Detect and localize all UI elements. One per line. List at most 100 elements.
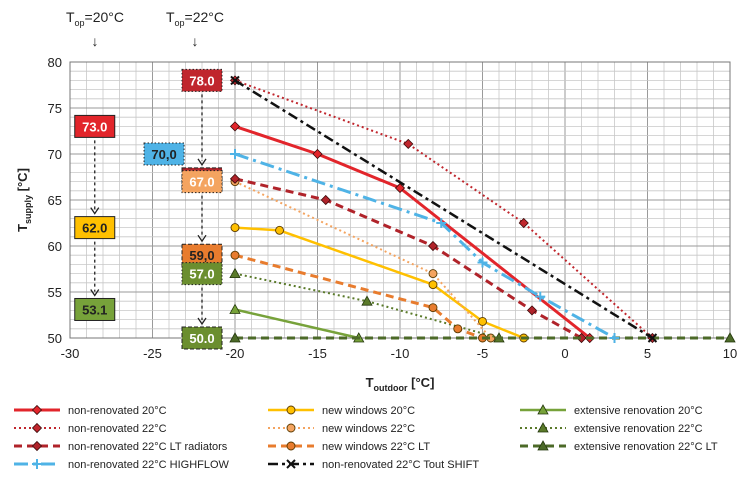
legend-label: non-renovated 22°C <box>68 423 167 435</box>
top-label-0-sub: op <box>75 18 85 28</box>
legend-item: extensive renovation 22°C <box>520 422 703 435</box>
tick-labels: -30 -25 -20 -15 -10 -5 0 5 10 50 55 60 65 70 75 80 <box>48 55 738 361</box>
series-layer <box>229 75 736 344</box>
series-1 <box>230 223 529 343</box>
diamond-marker <box>229 173 241 184</box>
y-axis-title-rest: [°C] <box>15 168 30 195</box>
diamond-marker <box>394 182 406 194</box>
plus-marker <box>230 149 240 159</box>
value-box <box>181 68 223 92</box>
triangle-marker <box>537 422 549 433</box>
top-label-0-main: T <box>66 9 75 25</box>
legend-label: non-renovated 20°C <box>68 405 167 417</box>
value-box <box>181 262 223 286</box>
y-tick-label: 80 <box>48 55 62 70</box>
legend-label: extensive renovation 20°C <box>574 405 703 417</box>
top-label-1-rest: =22°C <box>185 9 224 25</box>
value-box <box>181 170 223 194</box>
value-box <box>74 297 116 321</box>
triangle-marker <box>229 267 241 278</box>
plot-frame <box>69 61 731 339</box>
value-box <box>74 114 116 138</box>
legend: non-renovated 20°C new windows 20°C extens… <box>14 404 718 471</box>
circle-marker <box>428 269 438 279</box>
legend-item: new windows 22°C LT <box>268 441 430 453</box>
circle-marker <box>286 423 296 433</box>
y-tick-label: 65 <box>48 193 62 208</box>
annotations: 73.062.053.170,078.067.367.059,057.050.0 <box>74 68 223 350</box>
circle-marker <box>478 316 487 326</box>
arrow-head-icon <box>197 234 207 243</box>
top-label-0: Top=20°C <box>66 9 124 28</box>
circle-marker <box>230 223 240 233</box>
x-axis-title-main: T <box>366 375 374 390</box>
diamond-marker <box>526 305 538 316</box>
arrow-head-icon <box>90 207 100 215</box>
y-tick-label: 75 <box>48 101 62 116</box>
series-line <box>234 177 583 340</box>
x-tick-label: -10 <box>391 346 410 361</box>
arrow-head-icon <box>197 317 207 326</box>
x-tick-label: -15 <box>308 346 327 361</box>
x-marker <box>230 75 240 86</box>
series-line <box>234 79 654 339</box>
legend-item: non-renovated 22°C Tout SHIFT <box>268 459 479 471</box>
series-line <box>234 124 591 340</box>
diamond-marker <box>427 240 439 252</box>
value-box <box>181 243 223 267</box>
value-box <box>143 142 185 166</box>
value-box-label: 67.0 <box>189 175 214 190</box>
diamond-marker <box>518 217 529 229</box>
x-tick-label: 10 <box>723 346 737 361</box>
value-box <box>74 216 116 240</box>
diamond-marker <box>229 121 241 132</box>
value-box-label: 59,0 <box>189 248 214 263</box>
circle-marker <box>275 225 284 235</box>
legend-item: new windows 22°C <box>268 423 415 435</box>
series-6 <box>229 173 587 344</box>
diamond-marker <box>31 404 43 416</box>
diamond-marker <box>403 138 414 149</box>
circle-marker <box>428 303 438 313</box>
plus-marker <box>436 218 447 228</box>
x-tick-label: -20 <box>226 346 245 361</box>
triangle-marker <box>724 332 736 343</box>
series-line <box>234 308 360 340</box>
triangle-marker <box>537 404 549 415</box>
legend-label: new windows 20°C <box>322 405 415 417</box>
arrow-head-icon <box>90 289 100 297</box>
series-line <box>234 180 492 339</box>
top-label-0-rest: =20°C <box>85 9 124 25</box>
x-marker <box>647 333 658 343</box>
y-axis-title-main: T <box>15 224 30 232</box>
grid <box>69 61 731 339</box>
value-box-label: 53.1 <box>82 302 107 317</box>
value-box <box>181 326 223 350</box>
circle-marker <box>453 324 463 334</box>
triangle-marker <box>229 332 241 343</box>
legend-label: extensive renovation 22°C <box>574 423 703 435</box>
legend-label: extensive renovation 22°C LT <box>574 441 718 453</box>
plus-marker <box>535 291 546 302</box>
series-8 <box>229 332 736 343</box>
x-tick-label: -30 <box>61 346 80 361</box>
top-label-1-main: T <box>166 9 175 25</box>
arrow-head-icon <box>197 158 207 167</box>
legend-item: non-renovated 22°C LT radiators <box>14 440 228 453</box>
legend-item: new windows 20°C <box>268 405 415 417</box>
legend-label: non-renovated 22°C Tout SHIFT <box>322 459 479 471</box>
value-box-label: 73.0 <box>82 119 107 134</box>
legend-item: extensive renovation 22°C LT <box>520 440 718 453</box>
value-box-label: 62.0 <box>82 221 107 236</box>
diamond-marker <box>31 422 43 434</box>
top-label-1: Top=22°C <box>166 9 224 28</box>
plus-marker <box>609 333 620 343</box>
y-tick-label: 70 <box>48 147 62 162</box>
circle-marker <box>230 250 240 260</box>
legend-label: non-renovated 22°C HIGHFLOW <box>68 459 230 471</box>
x-axis-title-sub: outdoor <box>374 383 408 393</box>
value-box-label: 50.0 <box>189 331 214 346</box>
top-labels: Top=20°C↓Top=22°C↓ <box>66 9 224 49</box>
series-0 <box>229 121 595 344</box>
x-tick-label: 0 <box>561 346 568 361</box>
